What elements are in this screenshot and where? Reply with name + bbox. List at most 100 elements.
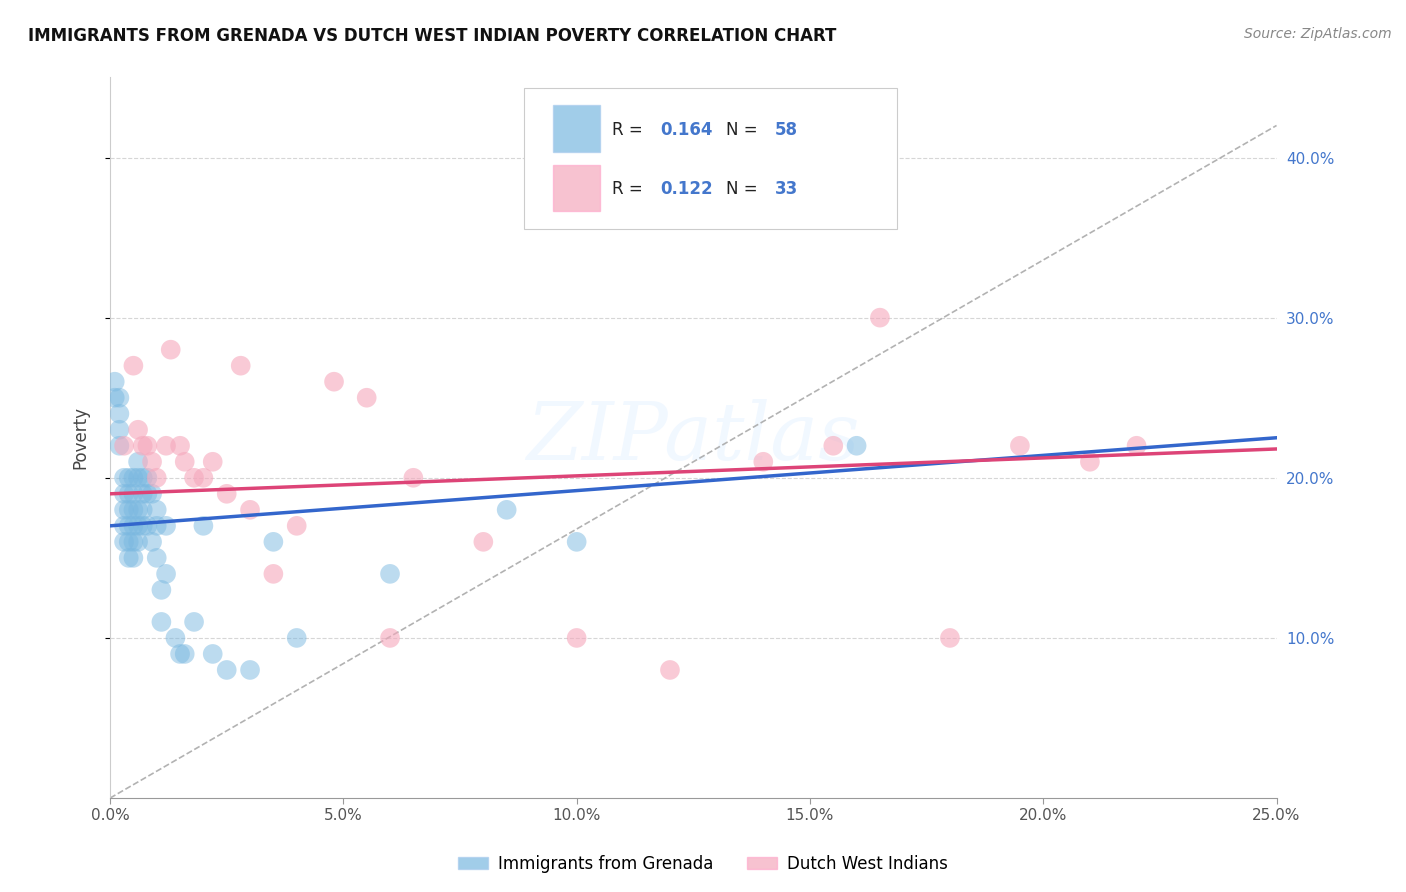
Point (173, 647, 195, 661)
Point (150, 615, 173, 629)
Point (239, 663, 262, 677)
Point (112, 503, 135, 517)
Text: ZIPatlas: ZIPatlas (527, 399, 860, 476)
Point (132, 471, 155, 485)
Point (118, 534, 141, 549)
FancyBboxPatch shape (554, 105, 600, 153)
Point (1078, 455, 1101, 469)
Point (112, 439, 135, 453)
Point (402, 471, 425, 485)
Point (323, 375, 346, 389)
Point (122, 503, 145, 517)
Point (869, 310, 891, 325)
Point (262, 534, 284, 549)
Y-axis label: Poverty: Poverty (72, 406, 89, 469)
Point (132, 439, 155, 453)
Point (472, 534, 495, 549)
Point (565, 631, 588, 645)
Point (145, 471, 167, 485)
Point (136, 471, 159, 485)
Point (112, 534, 135, 549)
Point (141, 487, 163, 501)
Text: 58: 58 (775, 120, 799, 138)
Point (118, 471, 141, 485)
Point (659, 663, 682, 677)
Point (118, 487, 141, 501)
Point (112, 487, 135, 501)
Point (104, 375, 127, 389)
Point (173, 455, 195, 469)
Point (108, 391, 131, 405)
Point (122, 518, 145, 533)
Point (112, 471, 135, 485)
Point (141, 455, 163, 469)
Point (1008, 439, 1031, 453)
Point (122, 359, 145, 373)
Point (155, 566, 177, 581)
Point (159, 343, 181, 357)
Point (118, 550, 141, 565)
Text: 0.164: 0.164 (661, 120, 713, 138)
Point (215, 663, 238, 677)
Point (118, 503, 141, 517)
Point (132, 487, 155, 501)
Legend: Immigrants from Grenada, Dutch West Indians: Immigrants from Grenada, Dutch West Indi… (451, 848, 955, 880)
Point (239, 503, 262, 517)
Point (127, 471, 149, 485)
Point (132, 518, 155, 533)
Point (127, 423, 149, 437)
Text: N =: N = (725, 120, 763, 138)
Point (145, 550, 167, 565)
Point (122, 550, 145, 565)
Text: R =: R = (612, 120, 648, 138)
FancyBboxPatch shape (554, 165, 600, 211)
Point (201, 647, 224, 661)
Point (108, 439, 131, 453)
Point (155, 439, 177, 453)
FancyBboxPatch shape (524, 88, 897, 228)
Point (215, 487, 238, 501)
Point (132, 503, 155, 517)
Point (752, 455, 775, 469)
Point (165, 631, 187, 645)
Point (127, 534, 149, 549)
Point (1125, 439, 1147, 453)
Point (112, 518, 135, 533)
Text: N =: N = (725, 180, 763, 198)
Point (118, 518, 141, 533)
Point (155, 518, 177, 533)
Point (127, 518, 149, 533)
Point (136, 439, 159, 453)
Point (193, 518, 215, 533)
Point (127, 455, 149, 469)
Point (939, 631, 962, 645)
Point (127, 503, 149, 517)
Point (122, 471, 145, 485)
Text: Source: ZipAtlas.com: Source: ZipAtlas.com (1244, 27, 1392, 41)
Point (122, 487, 145, 501)
Text: 0.122: 0.122 (661, 180, 713, 198)
Point (285, 518, 308, 533)
Point (495, 503, 517, 517)
Point (145, 518, 167, 533)
Point (108, 423, 131, 437)
Point (150, 582, 173, 597)
Point (136, 518, 159, 533)
Point (108, 407, 131, 421)
Text: IMMIGRANTS FROM GRENADA VS DUTCH WEST INDIAN POVERTY CORRELATION CHART: IMMIGRANTS FROM GRENADA VS DUTCH WEST IN… (28, 27, 837, 45)
Point (356, 391, 378, 405)
Point (122, 534, 145, 549)
Text: 33: 33 (775, 180, 799, 198)
Point (145, 503, 167, 517)
Point (285, 631, 308, 645)
Point (229, 359, 252, 373)
Point (169, 439, 191, 453)
Point (565, 534, 588, 549)
Point (378, 631, 401, 645)
Point (193, 471, 215, 485)
Point (183, 615, 205, 629)
Point (845, 439, 868, 453)
Point (136, 487, 159, 501)
Point (201, 455, 224, 469)
Point (378, 566, 401, 581)
